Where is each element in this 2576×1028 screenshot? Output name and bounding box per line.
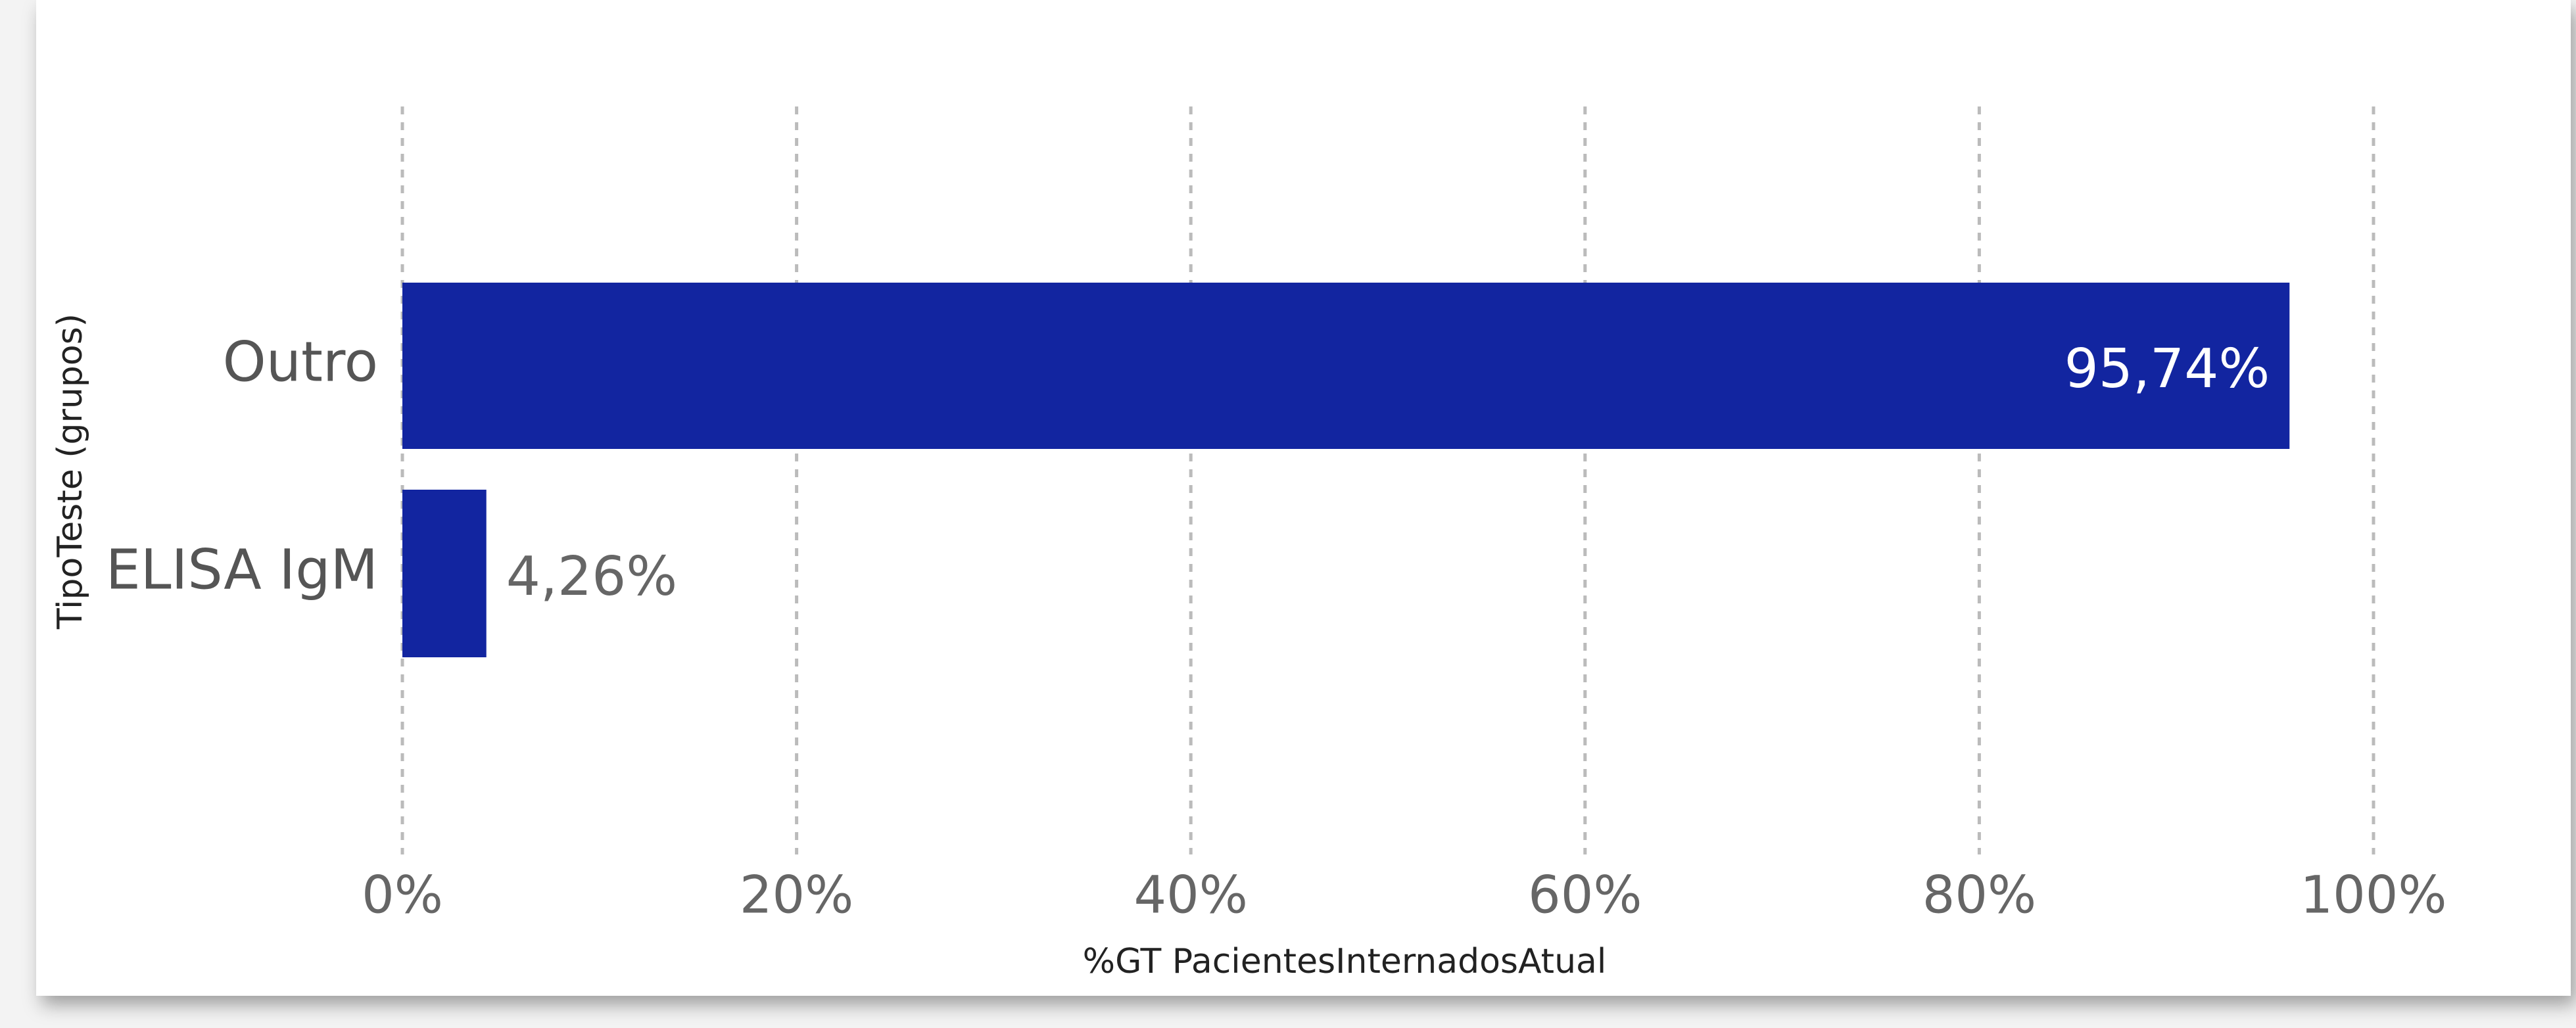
value-label: 95,74%	[2064, 338, 2270, 400]
x-tick-label: 40%	[1134, 866, 1248, 925]
category-label: ELISA IgM	[106, 537, 378, 601]
x-axis-title: %GT PacientesInternadosAtual	[1083, 942, 1607, 981]
x-tick-label: 100%	[2301, 866, 2447, 925]
value-label: 4,26%	[506, 546, 678, 608]
x-tick-label: 80%	[1922, 866, 2036, 925]
y-axis-title: TipoTeste (grupos)	[51, 314, 90, 630]
x-tick-label: 0%	[362, 866, 443, 925]
bar	[402, 283, 2290, 449]
x-tick-label: 20%	[740, 866, 853, 925]
category-label: Outro	[223, 329, 378, 394]
x-tick-label: 60%	[1528, 866, 1642, 925]
bar	[402, 490, 487, 657]
